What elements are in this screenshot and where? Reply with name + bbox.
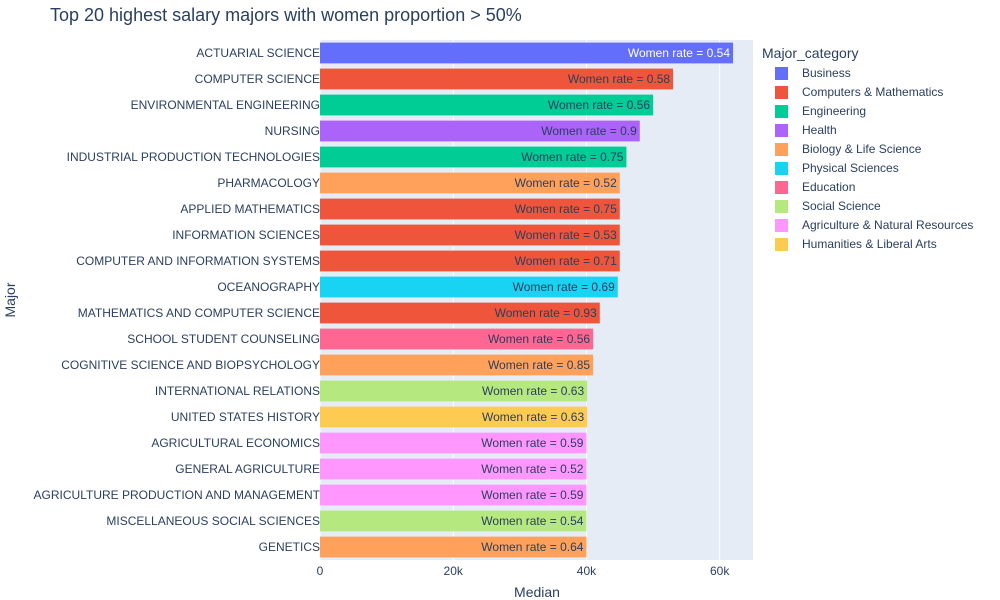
bar-data-label: Women rate = 0.59: [481, 436, 583, 450]
y-tick-label: INDUSTRIAL PRODUCTION TECHNOLOGIES: [67, 150, 320, 164]
y-tick-label: UNITED STATES HISTORY: [171, 410, 320, 424]
bar: [320, 354, 594, 376]
y-tick-label: AGRICULTURAL ECONOMICS: [151, 436, 320, 450]
x-axis-title: Median: [514, 584, 560, 600]
bar: [320, 172, 620, 194]
bar-data-label: Women rate = 0.64: [481, 540, 583, 554]
y-tick-label: GENETICS: [259, 540, 320, 554]
legend-entry: Computers & Mathematics: [802, 85, 943, 99]
y-tick-label: NURSING: [265, 124, 320, 138]
bar-data-label: Women rate = 0.54: [628, 46, 730, 60]
bars: Women rate = 0.54 Women rate = 0.58 Women …: [320, 42, 734, 558]
legend-entry: Engineering: [802, 104, 866, 118]
bar-data-label: Women rate = 0.59: [481, 488, 583, 502]
legend-swatch: [775, 200, 788, 213]
bar-data-label: Women rate = 0.56: [488, 332, 590, 346]
bar-data-label: Women rate = 0.93: [495, 306, 597, 320]
bar: [320, 94, 654, 116]
bar-data-label: Women rate = 0.75: [521, 150, 623, 164]
legend-entry: Health: [802, 123, 837, 137]
bar: [320, 120, 640, 142]
legend-swatch: [775, 238, 788, 251]
bar: [320, 42, 734, 64]
y-tick-label: SCHOOL STUDENT COUNSELING: [127, 332, 320, 346]
legend-title: Major_category: [762, 45, 859, 61]
chart-title: Top 20 highest salary majors with women …: [50, 5, 522, 25]
bar: [320, 432, 587, 454]
legend-entry: Education: [802, 180, 855, 194]
legend-swatch: [775, 124, 788, 137]
bar: [320, 302, 600, 324]
y-tick-labels: ACTUARIAL SCIENCE COMPUTER SCIENCE ENVIRON…: [34, 46, 321, 554]
y-tick-label: INTERNATIONAL RELATIONS: [155, 384, 320, 398]
bar-data-label: Women rate = 0.56: [548, 98, 650, 112]
y-tick-label: COGNITIVE SCIENCE AND BIOPSYCHOLOGY: [61, 358, 320, 372]
legend-entry: Biology & Life Science: [802, 142, 922, 156]
bar: [320, 68, 674, 90]
bar: [320, 536, 587, 558]
bar: [320, 406, 588, 428]
bar: [320, 224, 620, 246]
bar-data-label: Women rate = 0.53: [515, 228, 617, 242]
x-tick-label: 20k: [444, 564, 464, 578]
y-tick-label: INFORMATION SCIENCES: [172, 228, 320, 242]
bar-data-label: Women rate = 0.52: [481, 462, 583, 476]
bar: [320, 198, 620, 220]
bar-data-label: Women rate = 0.85: [488, 358, 590, 372]
legend-swatch: [775, 162, 788, 175]
legend: Business Computers & Mathematics Engineeri…: [775, 66, 973, 251]
bar: [320, 510, 587, 532]
x-tick-label: 0: [317, 564, 324, 578]
legend-entry: Physical Sciences: [802, 161, 899, 175]
legend-swatch: [775, 181, 788, 194]
bar-data-label: Women rate = 0.63: [482, 410, 584, 424]
y-tick-label: AGRICULTURE PRODUCTION AND MANAGEMENT: [34, 488, 321, 502]
legend-swatch: [775, 143, 788, 156]
y-tick-label: PHARMACOLOGY: [217, 176, 320, 190]
x-tick-label: 40k: [577, 564, 597, 578]
y-tick-label: ENVIRONMENTAL ENGINEERING: [131, 98, 320, 112]
y-tick-label: APPLIED MATHEMATICS: [180, 202, 320, 216]
bar-data-label: Women rate = 0.63: [482, 384, 584, 398]
y-tick-label: GENERAL AGRICULTURE: [175, 462, 320, 476]
bar-data-label: Women rate = 0.75: [515, 202, 617, 216]
bar: [320, 276, 618, 298]
legend-entry: Social Science: [802, 199, 881, 213]
y-tick-label: MISCELLANEOUS SOCIAL SCIENCES: [106, 514, 320, 528]
bar-data-label: Women rate = 0.58: [568, 72, 670, 86]
legend-swatch: [775, 105, 788, 118]
y-tick-label: COMPUTER SCIENCE: [195, 72, 320, 86]
x-tick-labels: 0 20k 40k 60k: [317, 564, 731, 578]
bar: [320, 250, 620, 272]
y-tick-label: OCEANOGRAPHY: [217, 280, 320, 294]
bar: [320, 380, 588, 402]
bar-data-label: Women rate = 0.54: [481, 514, 583, 528]
bar: [320, 484, 587, 506]
plot-background: [320, 40, 753, 560]
y-tick-label: ACTUARIAL SCIENCE: [196, 46, 320, 60]
bar: [320, 328, 594, 350]
y-axis-title: Major: [2, 282, 18, 317]
legend-entry: Business: [802, 66, 851, 80]
legend-swatch: [775, 219, 788, 232]
y-tick-label: MATHEMATICS AND COMPUTER SCIENCE: [78, 306, 320, 320]
legend-swatch: [775, 67, 788, 80]
legend-entry: Humanities & Liberal Arts: [802, 237, 937, 251]
legend-swatch: [775, 86, 788, 99]
bar-data-label: Women rate = 0.71: [515, 254, 617, 268]
legend-entry: Agriculture & Natural Resources: [802, 218, 973, 232]
x-tick-label: 60k: [710, 564, 730, 578]
bar-data-label: Women rate = 0.52: [515, 176, 617, 190]
bar: [320, 458, 587, 480]
y-tick-label: COMPUTER AND INFORMATION SYSTEMS: [76, 254, 320, 268]
bar-data-label: Women rate = 0.9: [541, 124, 637, 138]
bar-data-label: Women rate = 0.69: [513, 280, 615, 294]
bar: [320, 146, 627, 168]
